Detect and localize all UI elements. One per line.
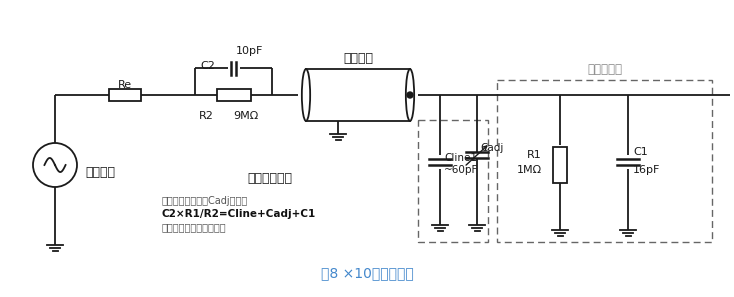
Circle shape (407, 92, 413, 98)
Ellipse shape (302, 69, 310, 121)
Text: 被测信号: 被测信号 (85, 167, 115, 179)
Ellipse shape (406, 69, 414, 121)
Text: 10pF: 10pF (236, 46, 263, 56)
Bar (306, 69, 410, 121)
Text: R2: R2 (199, 111, 214, 121)
Text: C2×R1/R2=Cline+Cadj+C1: C2×R1/R2=Cline+Cadj+C1 (162, 209, 316, 219)
Bar (217, 89, 250, 101)
Text: Re: Re (118, 80, 132, 90)
Bar (418, 120, 488, 242)
Text: ~60pF: ~60pF (444, 165, 479, 175)
Text: Cadj: Cadj (480, 143, 504, 153)
Text: 示波器内部: 示波器内部 (587, 63, 622, 76)
Text: 9MΩ: 9MΩ (233, 111, 259, 121)
Text: 电缆寄生电容: 电缆寄生电容 (247, 171, 293, 184)
Bar (109, 89, 141, 101)
Text: 探头电缆: 探头电缆 (343, 52, 373, 65)
Text: 16pF: 16pF (633, 165, 661, 175)
Bar (497, 80, 712, 242)
Text: 图8 ×10探头模型图: 图8 ×10探头模型图 (321, 266, 413, 280)
Text: 从而实现探头的频率补偿: 从而实现探头的频率补偿 (162, 222, 227, 232)
Text: C2: C2 (200, 61, 216, 71)
Text: R1: R1 (527, 150, 542, 160)
Text: Cline1: Cline1 (444, 153, 477, 163)
Bar (553, 147, 567, 183)
Text: 通过调节可调电容Cadj，使得: 通过调节可调电容Cadj，使得 (162, 196, 248, 206)
Text: C1: C1 (633, 147, 647, 157)
Text: 1MΩ: 1MΩ (517, 165, 542, 175)
